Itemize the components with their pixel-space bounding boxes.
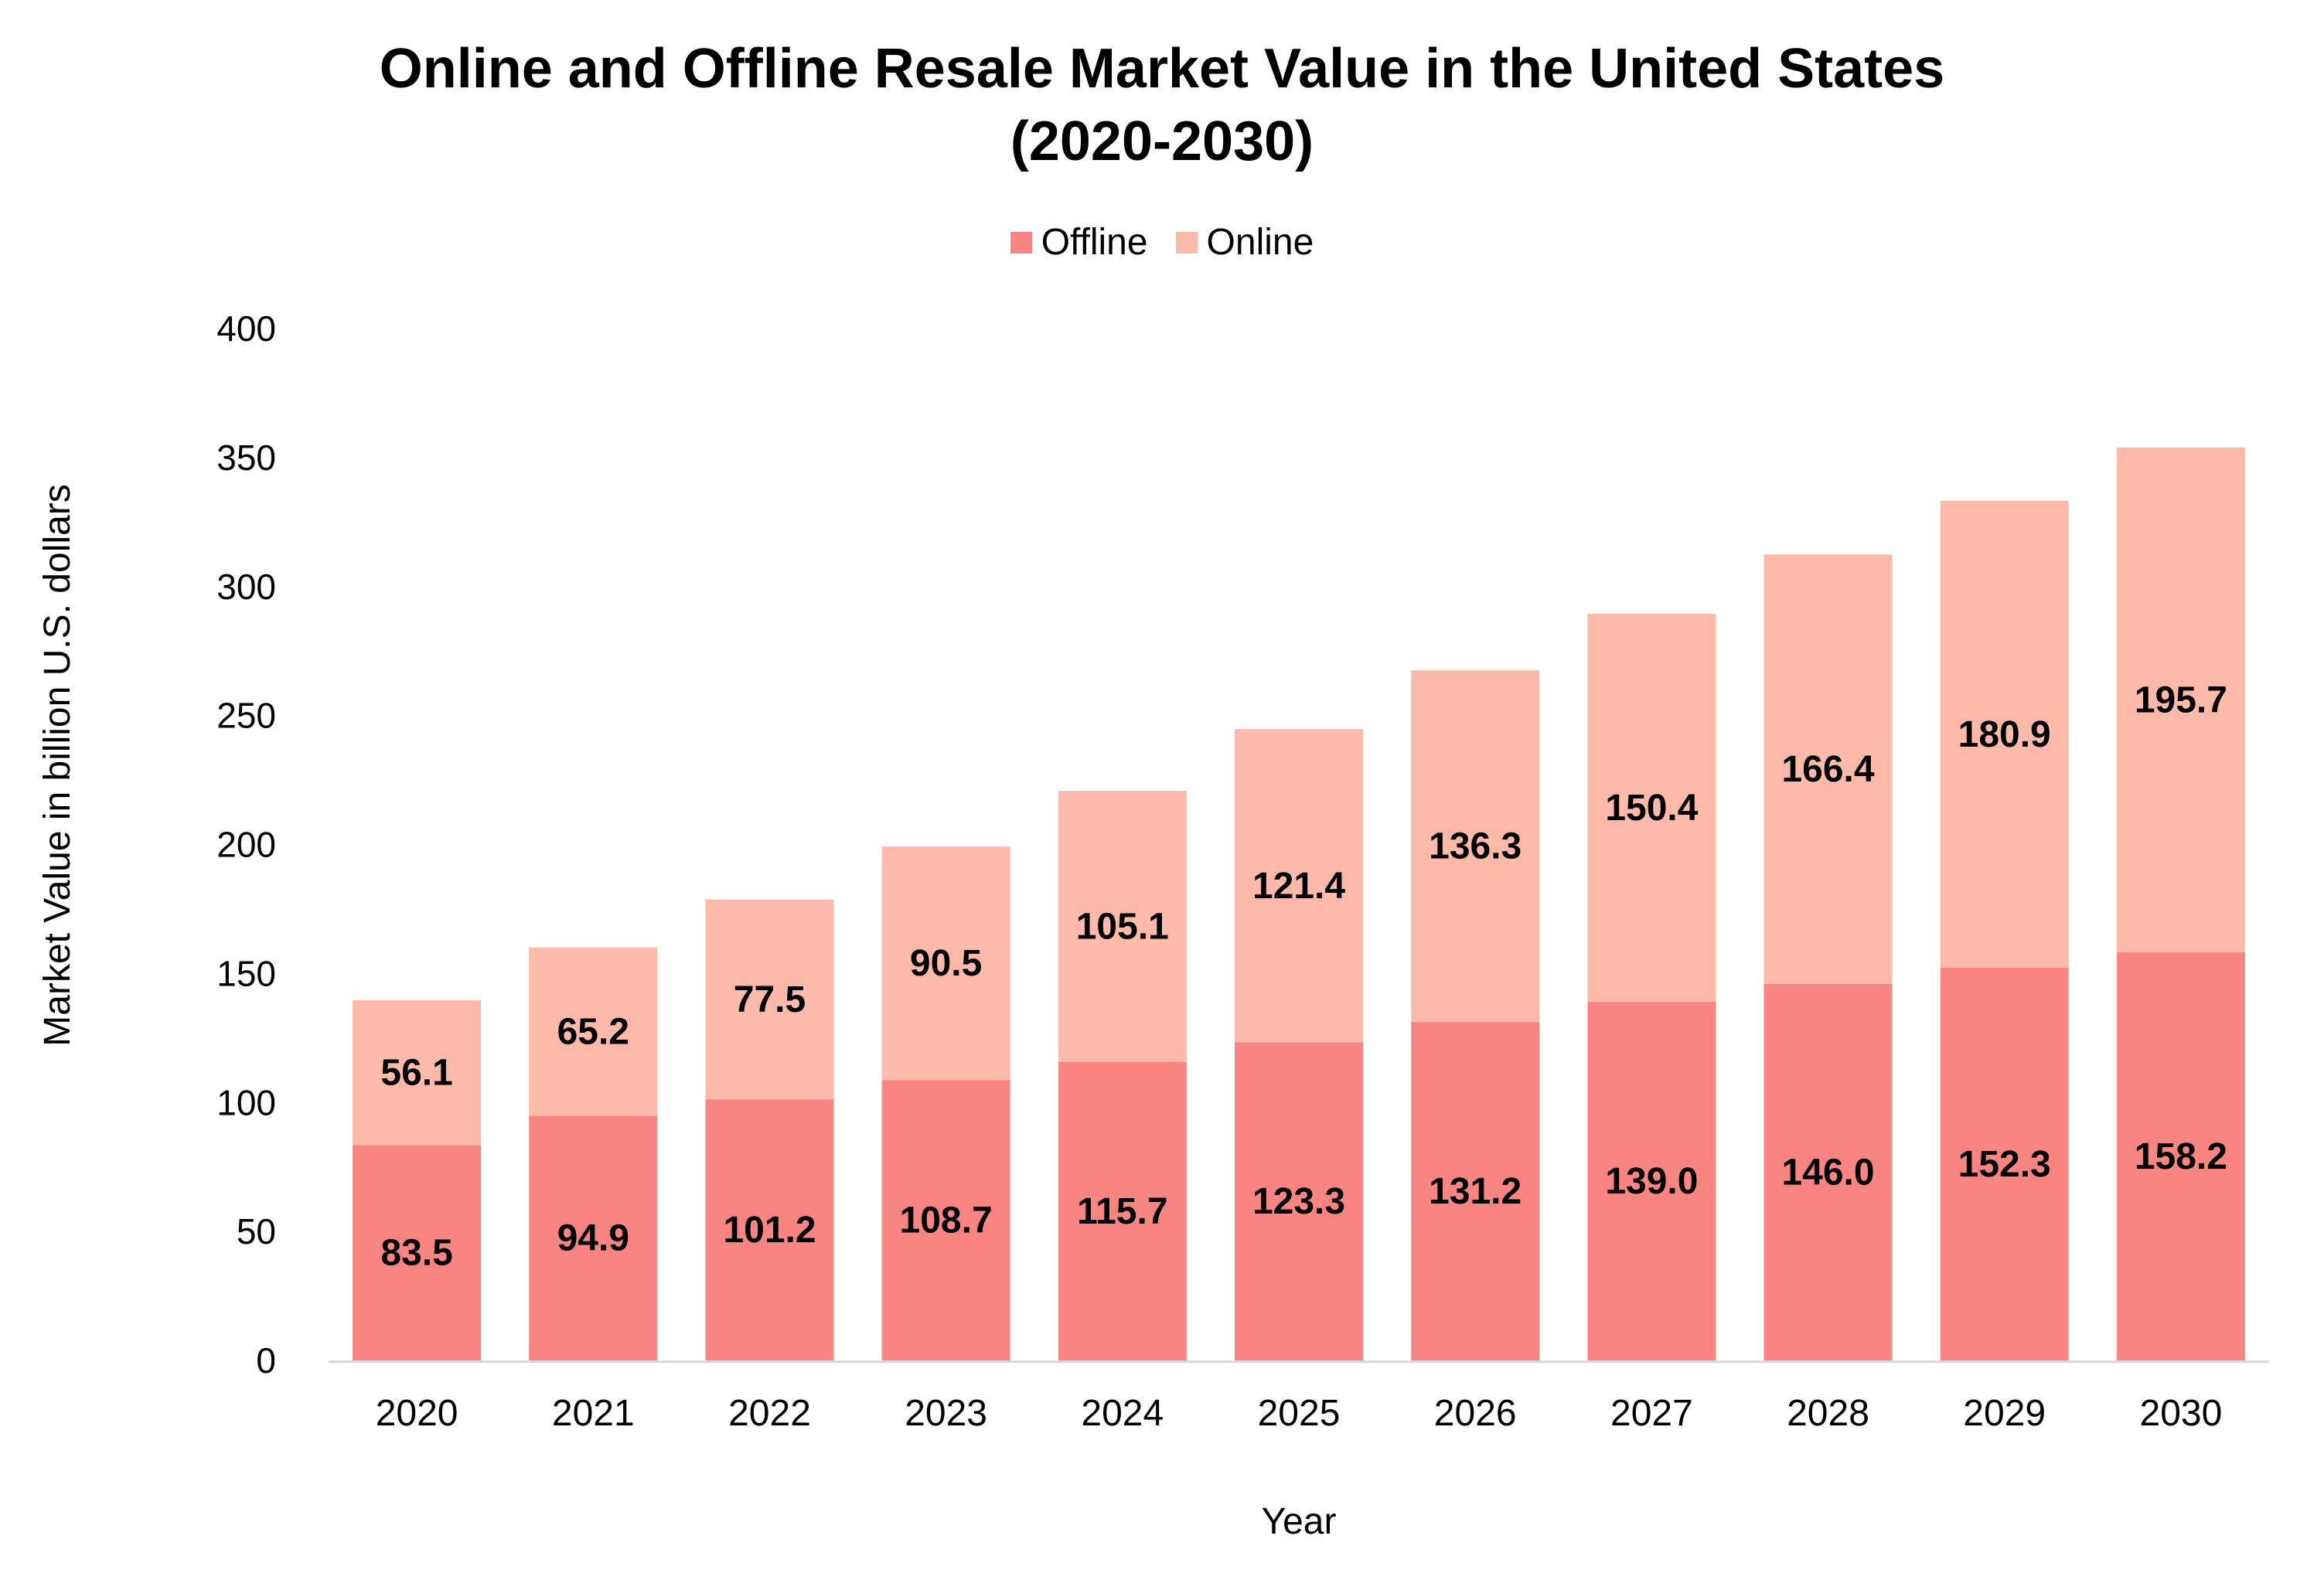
data-label-offline-2028: 146.0: [1781, 1152, 1874, 1193]
data-label-online-2023: 90.5: [910, 943, 982, 984]
y-tick-label-100: 100: [216, 1082, 276, 1122]
bar-online-2023: [881, 846, 1010, 1081]
x-axis-ticks: 2020 2021 2022 2023 2024 2025 2026 2027 2028 2029…: [376, 1393, 2223, 1434]
x-tick-label-2027: 2027: [1610, 1393, 1693, 1434]
bar-offline-2025: [1235, 1042, 1363, 1360]
bar-offline-2027: [1587, 1002, 1716, 1360]
x-tick-label-2024: 2024: [1081, 1393, 1164, 1434]
bar-offline-2023: [881, 1080, 1010, 1360]
x-tick-label-2025: 2025: [1258, 1393, 1341, 1434]
x-tick-label-2028: 2028: [1787, 1393, 1869, 1434]
data-label-online-2024: 105.1: [1076, 907, 1169, 948]
data-label-online-2020: 56.1: [380, 1053, 452, 1094]
legend-label-offline: Offline: [1041, 222, 1148, 263]
data-label-offline-2024: 115.7: [1077, 1191, 1167, 1232]
bar-online-2030: [2116, 447, 2245, 952]
bar-offline-2030: [2116, 952, 2245, 1360]
legend-label-online: Online: [1206, 222, 1314, 263]
x-tick-label-2022: 2022: [728, 1393, 811, 1434]
y-tick-label-400: 400: [216, 308, 276, 349]
data-label-offline-2023: 108.7: [900, 1200, 993, 1241]
chart-title-line-1: Online and Offline Resale Market Value i…: [379, 38, 1945, 100]
bar-online-2028: [1763, 554, 1893, 984]
data-label-online-2027: 150.4: [1605, 788, 1698, 829]
y-tick-label-200: 200: [216, 825, 276, 865]
x-tick-label-2023: 2023: [905, 1393, 987, 1434]
data-label-online-2029: 180.9: [1958, 714, 2051, 755]
data-label-online-2022: 77.5: [734, 979, 806, 1020]
y-tick-label-0: 0: [256, 1340, 276, 1381]
data-label-offline-2030: 158.2: [2135, 1136, 2227, 1177]
data-label-offline-2027: 139.0: [1605, 1161, 1698, 1202]
chart-legend: Offline Online: [0, 220, 2324, 266]
data-label-online-2025: 121.4: [1252, 866, 1345, 907]
y-axis-ticks: 0 50 100 150 200 250 300 350 400: [216, 308, 276, 1381]
bar-offline-2028: [1763, 983, 1893, 1360]
bar-online-2029: [1940, 500, 2069, 968]
bar-offline-2024: [1058, 1061, 1187, 1360]
y-axis-title: Market Value in billion U.S. dollars: [37, 484, 78, 1046]
bar-online-2020: [353, 1000, 482, 1146]
bar-offline-2021: [529, 1115, 658, 1360]
data-label-offline-2021: 94.9: [557, 1218, 629, 1259]
data-label-online-2028: 166.4: [1781, 749, 1874, 790]
data-label-offline-2022: 101.2: [723, 1210, 816, 1251]
x-tick-label-2029: 2029: [1963, 1393, 2046, 1434]
y-tick-label-50: 50: [237, 1211, 276, 1251]
bar-online-2025: [1235, 729, 1363, 1043]
data-label-offline-2026: 131.2: [1429, 1171, 1522, 1212]
bar-offline-2022: [705, 1099, 834, 1360]
x-tick-label-2026: 2026: [1434, 1393, 1517, 1434]
chart-title: Online and Offline Resale Market Value i…: [0, 32, 2324, 178]
y-tick-label-150: 150: [216, 953, 276, 993]
y-tick-label-250: 250: [216, 696, 276, 736]
bar-online-2021: [529, 947, 658, 1116]
chart-title-line-2: (2020-2030): [1010, 111, 1314, 172]
data-label-online-2026: 136.3: [1429, 826, 1522, 867]
data-label-online-2030: 195.7: [2135, 679, 2227, 720]
bar-offline-2026: [1411, 1022, 1540, 1360]
legend-item-online: Online: [1175, 220, 1314, 266]
legend-swatch-online: [1175, 232, 1198, 254]
x-tick-label-2030: 2030: [2140, 1393, 2223, 1434]
y-tick-label-350: 350: [216, 438, 276, 478]
data-label-offline-2025: 123.3: [1252, 1181, 1345, 1222]
legend-swatch-offline: [1010, 232, 1032, 254]
data-label-offline-2029: 152.3: [1958, 1144, 2051, 1185]
x-tick-label-2021: 2021: [552, 1393, 635, 1434]
bar-online-2027: [1587, 614, 1716, 1003]
data-label-online-2021: 65.2: [557, 1012, 629, 1053]
bar-online-2022: [705, 899, 834, 1100]
x-axis-title: Year: [1262, 1501, 1337, 1542]
bar-offline-2020: [353, 1145, 482, 1360]
x-tick-label-2020: 2020: [376, 1393, 458, 1434]
bar-online-2024: [1058, 791, 1187, 1062]
bars-group: [353, 447, 2245, 1360]
bar-online-2026: [1411, 670, 1540, 1023]
bar-offline-2029: [1940, 967, 2069, 1360]
data-labels-group: 83.5 56.1 94.9 65.2 101.2 77.5 108.7 90.5 115.7 1…: [380, 679, 2227, 1273]
data-label-offline-2020: 83.5: [380, 1233, 452, 1274]
legend-item-offline: Offline: [1010, 220, 1148, 266]
y-tick-label-300: 300: [216, 567, 276, 607]
